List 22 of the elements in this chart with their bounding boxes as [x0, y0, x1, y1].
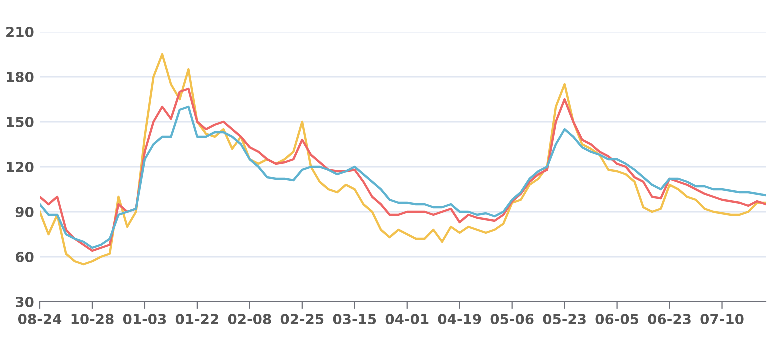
y-tick-label: 120 [7, 162, 34, 172]
x-tick-label: 02-25 [280, 314, 324, 325]
y-tick-label: 90 [16, 206, 34, 218]
y-tick-label: 150 [7, 116, 34, 128]
x-tick-label: 01-03 [123, 314, 166, 325]
y-tick-label: 180 [7, 72, 34, 82]
x-tick-label: 10-28 [72, 314, 114, 325]
x-tick-label: 04-19 [438, 314, 482, 325]
y-tick-label: 210 [6, 26, 34, 38]
x-tick-label: 02-08 [228, 314, 272, 325]
x-tick-label: 05-06 [490, 314, 534, 325]
x-tick-label: 06-23 [648, 314, 691, 325]
y-tick-label: 60 [16, 252, 34, 262]
x-tick-label: 03-15 [333, 314, 376, 325]
x-tick-label: 04-01 [386, 314, 429, 325]
x-tick-label: 07-10 [700, 314, 744, 325]
line-series [40, 53, 766, 266]
y-tick-label: 30 [16, 296, 34, 308]
x-tick-label: 05-23 [543, 314, 586, 325]
x-tick-label: 08-24 [18, 314, 62, 325]
x-tick-label: 01-22 [176, 314, 218, 325]
x-tick-label: 06-05 [596, 314, 639, 325]
